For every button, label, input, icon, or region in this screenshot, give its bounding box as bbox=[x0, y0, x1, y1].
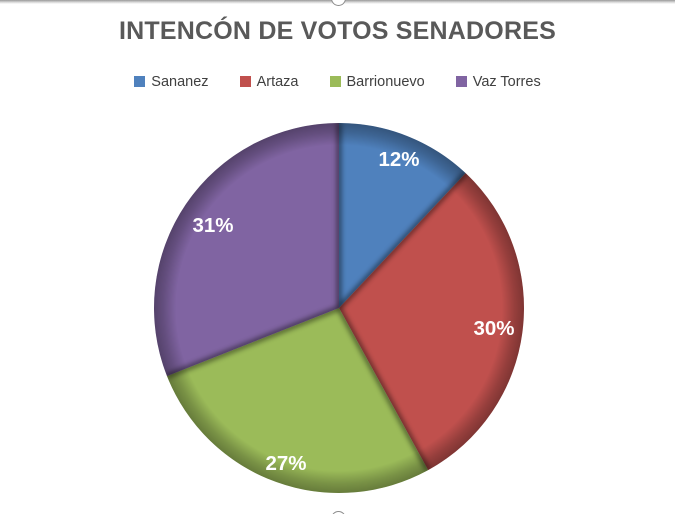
svg-text:12%: 12% bbox=[378, 148, 419, 171]
svg-text:27%: 27% bbox=[265, 452, 306, 475]
svg-text:30%: 30% bbox=[473, 317, 514, 340]
svg-text:31%: 31% bbox=[192, 214, 233, 237]
